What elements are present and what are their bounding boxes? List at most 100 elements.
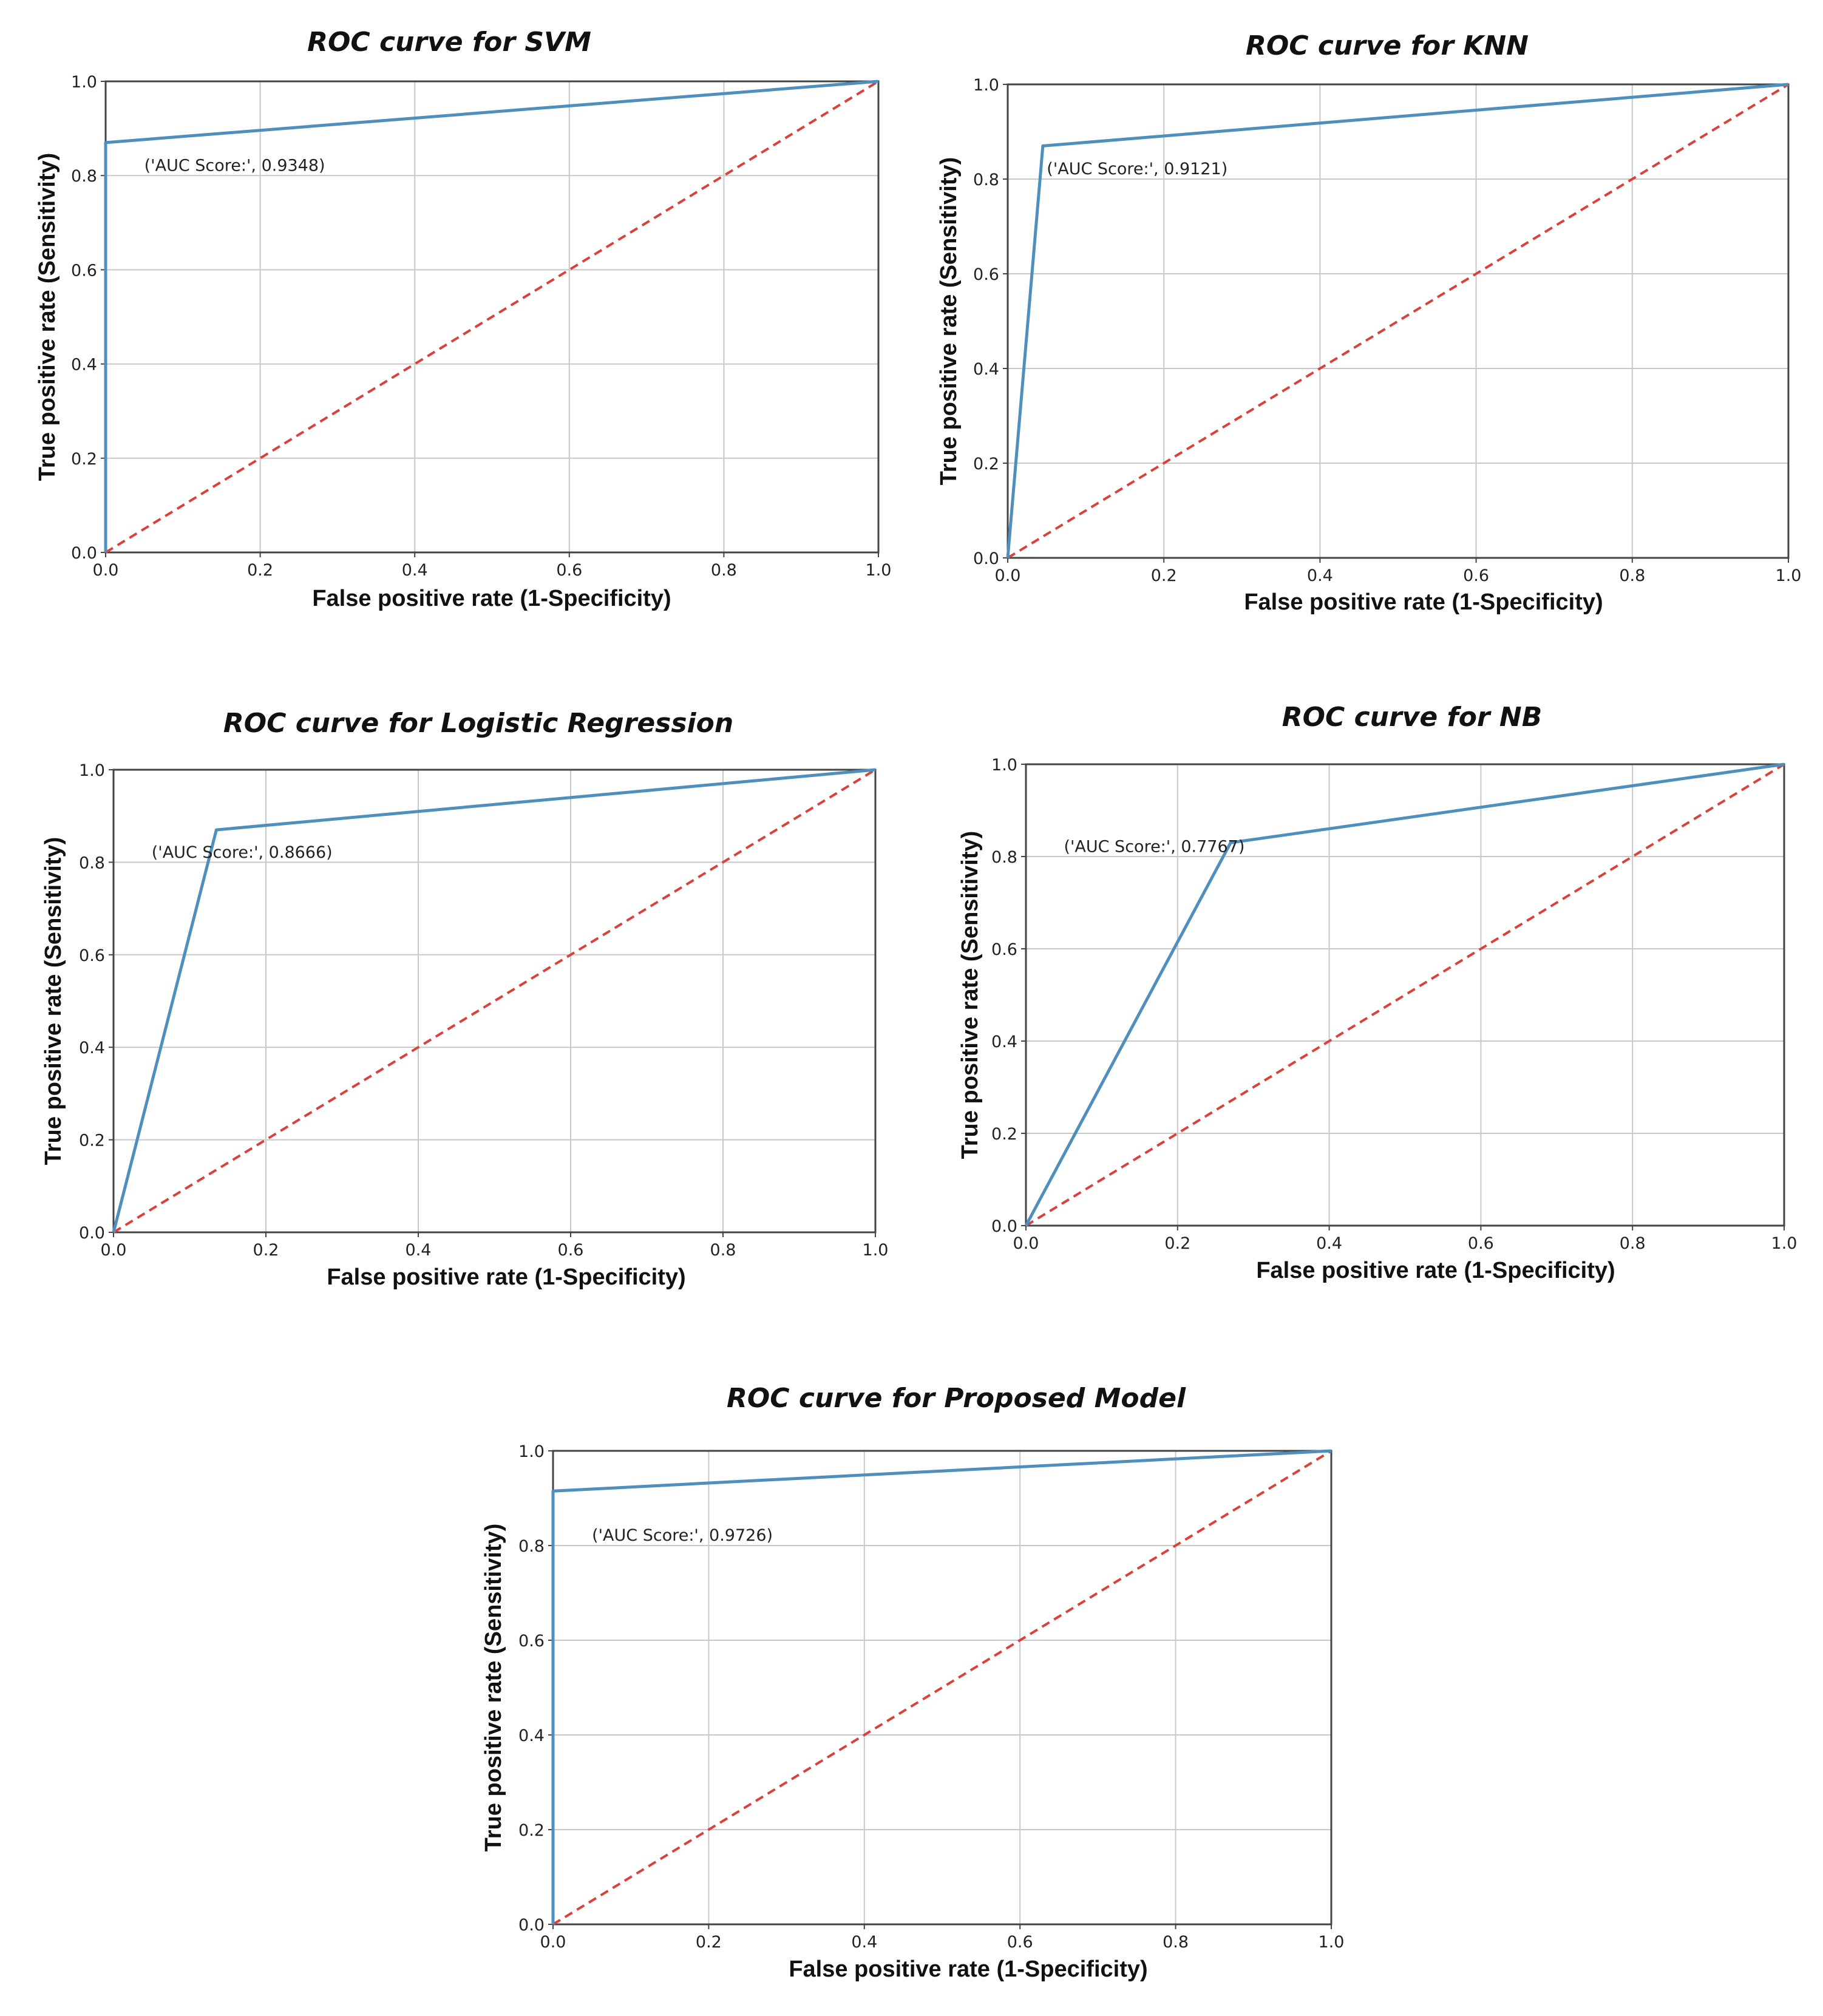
x-axis-label: False positive rate (1-Specificity) bbox=[1256, 1258, 1615, 1283]
x-axis-label: False positive rate (1-Specificity) bbox=[789, 1957, 1147, 1982]
y-axis-label: True positive rate (Sensitivity) bbox=[481, 1524, 506, 1852]
x-tick-label: 0.2 bbox=[1164, 1234, 1190, 1253]
y-tick-label: 0.8 bbox=[973, 171, 999, 189]
roc-curve bbox=[1024, 762, 1785, 1227]
y-tick-label: 0.0 bbox=[71, 544, 97, 563]
x-tick-label: 1.0 bbox=[1319, 1933, 1345, 1952]
x-tick-label: 0.2 bbox=[253, 1241, 279, 1260]
y-axis-label: True positive rate (Sensitivity) bbox=[957, 831, 983, 1159]
x-tick-label: 0.4 bbox=[406, 1241, 432, 1260]
axes-frame bbox=[112, 769, 877, 1234]
roc-curve bbox=[112, 768, 876, 1233]
axes-frame bbox=[1007, 83, 1790, 559]
y-axis-label: True positive rate (Sensitivity) bbox=[35, 153, 60, 481]
y-tick-label: 0.4 bbox=[71, 356, 97, 375]
y-tick-label: 1.0 bbox=[518, 1442, 545, 1461]
y-tick-label: 0.4 bbox=[79, 1039, 105, 1057]
x-tick-label: 0.4 bbox=[402, 561, 428, 580]
chance-line bbox=[112, 769, 877, 1234]
y-tick-label: 0.6 bbox=[518, 1632, 545, 1651]
plot-area: 0.0 0.2 0.4 0.6 0.8 1.0 0.0 0.2 0.4 0.6 0.8 1.0 ('AU… bbox=[973, 76, 1801, 585]
x-tick-label: 0.6 bbox=[1463, 566, 1489, 585]
y-tick-label: 0.8 bbox=[71, 167, 97, 186]
y-tick-label: 0.2 bbox=[973, 455, 999, 473]
x-tick-label: 0.0 bbox=[540, 1933, 566, 1952]
y-tick-label: 0.2 bbox=[71, 450, 97, 469]
plot-area: 0.0 0.2 0.4 0.6 0.8 1.0 0.0 0.2 0.4 0.6 0.8 1.0 ('AU… bbox=[518, 1442, 1344, 1952]
x-tick-label: 0.2 bbox=[1151, 566, 1177, 585]
y-tick-label: 0.0 bbox=[991, 1217, 1017, 1236]
x-axis-label: False positive rate (1-Specificity) bbox=[1244, 589, 1603, 615]
y-axis-label: True positive rate (Sensitivity) bbox=[41, 837, 66, 1166]
x-tick-label: 0.8 bbox=[1163, 1933, 1189, 1952]
y-axis-label: True positive rate (Sensitivity) bbox=[936, 157, 962, 486]
panel-proposed-model: ROC curve for Proposed Model 0.0 0.2 0.4 0.… bbox=[481, 1383, 1344, 1982]
plot-area: 0.0 0.2 0.4 0.6 0.8 1.0 0.0 0.2 0.4 0.6 0.8 1.0 ('AU… bbox=[991, 756, 1797, 1253]
panel-logistic-regression: ROC curve for Logistic Regression 0.0 0.2… bbox=[41, 708, 888, 1290]
plot-area: 0.0 0.2 0.4 0.6 0.8 1.0 0.0 0.2 0.4 0.6 0.8 1.0 ('AU… bbox=[79, 761, 888, 1260]
x-tick-label: 0.8 bbox=[710, 1241, 736, 1260]
plot-area: 0.0 0.2 0.4 0.6 0.8 1.0 0.0 0.2 0.4 0.6 0.8 1.0 ('AU… bbox=[71, 73, 891, 580]
x-tick-label: 0.2 bbox=[247, 561, 273, 580]
chance-line bbox=[1007, 83, 1790, 559]
roc-curve bbox=[551, 1449, 1332, 1924]
x-tick-label: 0.8 bbox=[711, 561, 737, 580]
x-tick-label: 1.0 bbox=[1771, 1234, 1798, 1253]
auc-annotation: ('AUC Score:', 0.9726) bbox=[592, 1526, 773, 1545]
x-tick-label: 0.6 bbox=[556, 561, 582, 580]
y-tick-label: 0.0 bbox=[518, 1916, 545, 1935]
auc-annotation: ('AUC Score:', 0.9121) bbox=[1047, 160, 1227, 178]
x-tick-label: 0.8 bbox=[1619, 566, 1645, 585]
y-tick-label: 0.6 bbox=[71, 261, 97, 280]
panel-svm: ROC curve for SVM 0.0 0.2 0.4 0.6 0.8 1.00.00… bbox=[35, 27, 891, 611]
chart-title: ROC curve for SVM bbox=[307, 27, 591, 58]
y-tick-label: 1.0 bbox=[71, 73, 97, 92]
chart-title: ROC curve for NB bbox=[1282, 702, 1543, 733]
x-tick-label: 0.6 bbox=[1468, 1234, 1494, 1253]
x-tick-label: 1.0 bbox=[866, 561, 892, 580]
y-tick-label: 0.0 bbox=[973, 549, 999, 568]
x-tick-label: 0.0 bbox=[1013, 1234, 1039, 1253]
y-tick-label: 0.6 bbox=[973, 265, 999, 284]
x-tick-label: 0.0 bbox=[101, 1241, 127, 1260]
y-tick-label: 1.0 bbox=[973, 76, 999, 95]
y-tick-label: 0.4 bbox=[991, 1033, 1017, 1051]
y-tick-label: 0.6 bbox=[79, 946, 105, 965]
y-tick-label: 0.6 bbox=[991, 940, 1017, 959]
auc-annotation: ('AUC Score:', 0.7767) bbox=[1064, 837, 1244, 856]
chance-line bbox=[1025, 763, 1785, 1227]
y-tick-label: 0.2 bbox=[79, 1132, 105, 1150]
x-tick-label: 0.4 bbox=[1316, 1234, 1342, 1253]
x-tick-label: 0.2 bbox=[696, 1933, 722, 1952]
x-tick-label: 0.4 bbox=[1307, 566, 1333, 585]
x-tick-label: 0.4 bbox=[851, 1933, 877, 1952]
y-tick-label: 0.8 bbox=[991, 848, 1017, 867]
x-tick-label: 0.0 bbox=[93, 561, 119, 580]
chance-line bbox=[104, 80, 880, 554]
y-tick-label: 0.4 bbox=[973, 360, 999, 379]
x-axis-label: False positive rate (1-Specificity) bbox=[312, 586, 671, 611]
chance-line bbox=[552, 1450, 1332, 1926]
y-tick-label: 0.2 bbox=[991, 1125, 1017, 1144]
axes-frame bbox=[1025, 763, 1785, 1227]
y-tick-label: 1.0 bbox=[79, 761, 105, 780]
x-tick-label: 0.0 bbox=[995, 566, 1021, 585]
y-tick-label: 1.0 bbox=[991, 756, 1017, 775]
x-axis-label: False positive rate (1-Specificity) bbox=[327, 1264, 685, 1290]
x-tick-label: 0.6 bbox=[558, 1241, 584, 1260]
chart-title: ROC curve for Proposed Model bbox=[727, 1383, 1186, 1414]
auc-annotation: ('AUC Score:', 0.9348) bbox=[144, 156, 325, 175]
y-tick-label: 0.8 bbox=[518, 1537, 545, 1556]
x-tick-label: 1.0 bbox=[1776, 566, 1802, 585]
y-tick-label: 0.2 bbox=[518, 1821, 545, 1840]
panel-knn: ROC curve for KNN 0.0 0.2 0.4 0.6 0.8 1.00.00… bbox=[936, 30, 1801, 615]
x-tick-label: 1.0 bbox=[863, 1241, 889, 1260]
y-tick-label: 0.0 bbox=[79, 1224, 105, 1243]
roc-curve bbox=[104, 80, 879, 552]
y-tick-label: 0.8 bbox=[79, 854, 105, 872]
auc-annotation: ('AUC Score:', 0.8666) bbox=[152, 843, 333, 862]
chart-title: ROC curve for Logistic Regression bbox=[223, 708, 733, 739]
y-tick-label: 0.4 bbox=[518, 1726, 545, 1745]
x-tick-label: 0.6 bbox=[1007, 1933, 1033, 1952]
